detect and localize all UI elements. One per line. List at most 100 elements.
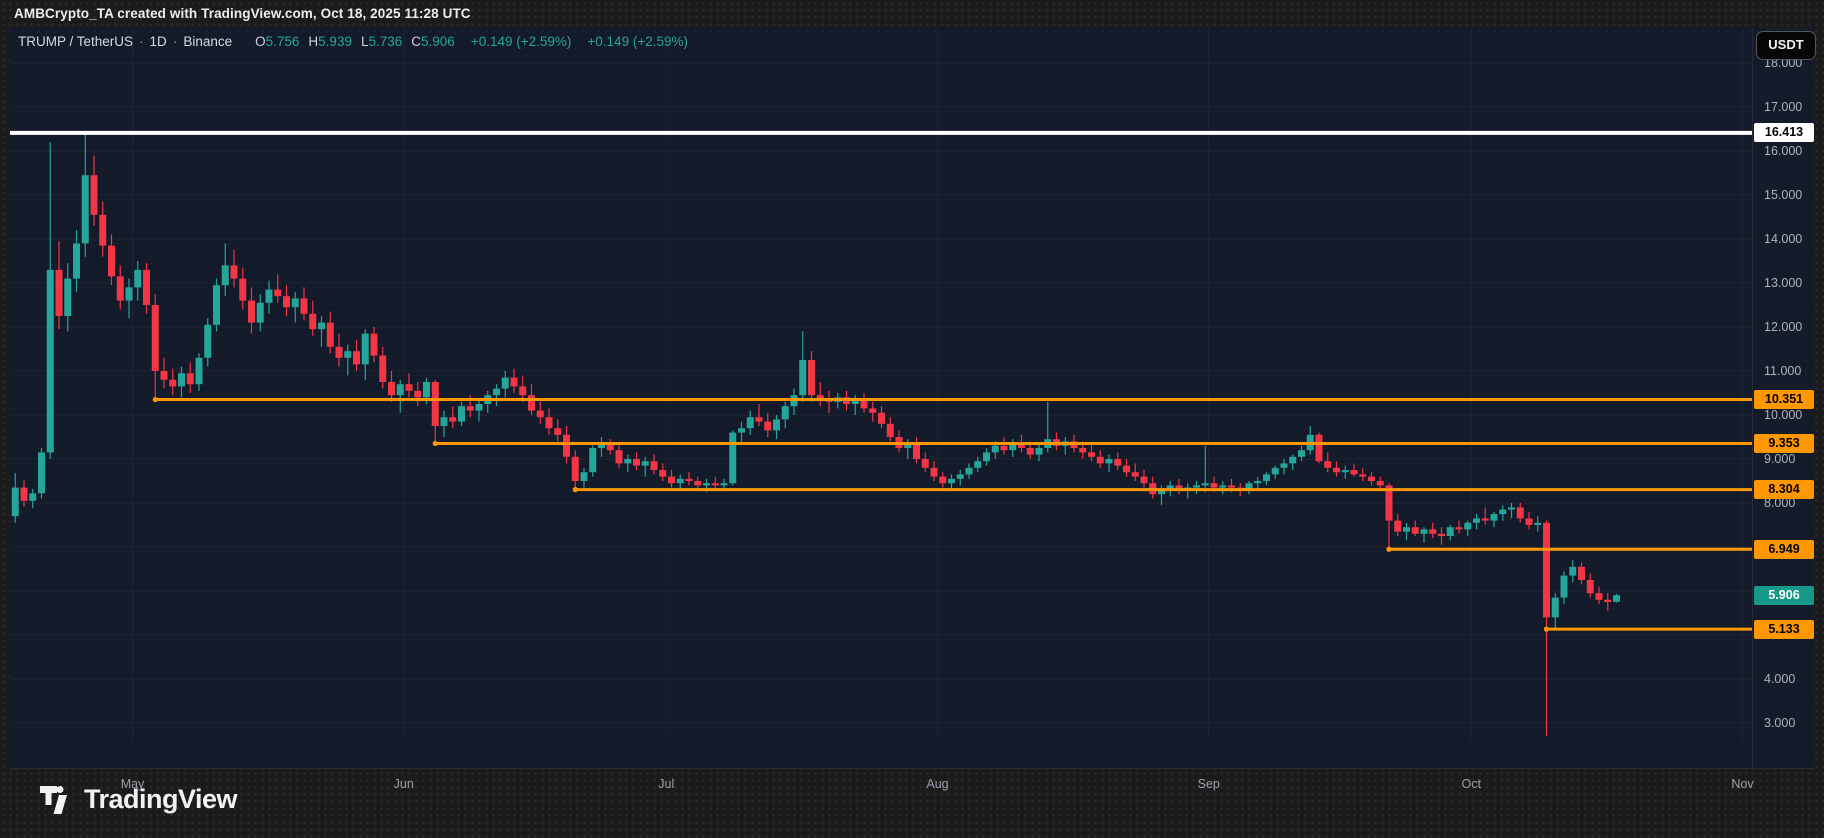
candle-body (886, 423, 894, 437)
candle-body (1613, 595, 1620, 602)
candle-body (939, 476, 947, 484)
time-axis[interactable] (10, 768, 1814, 797)
currency-toggle-button[interactable]: USDT (1756, 31, 1816, 60)
candle-body (711, 483, 719, 486)
candle-body (230, 265, 238, 279)
candle-body (1254, 481, 1262, 484)
price-axis-tick: 4.000 (1764, 672, 1796, 686)
candle-body (1525, 518, 1533, 525)
candle-body (1096, 456, 1104, 464)
candle-body (46, 269, 54, 453)
candle-body (318, 322, 325, 330)
candle-body (1123, 465, 1130, 473)
orange-line-price-label: 5.133 (1754, 619, 1814, 639)
candle-body (1359, 474, 1367, 477)
candle-body (1166, 485, 1174, 490)
orange-line-price-label: 9.353 (1754, 433, 1814, 453)
price-axis-tick: 12.000 (1764, 320, 1803, 334)
candle-body (563, 434, 570, 457)
candle-body (1385, 485, 1393, 521)
candle-body (965, 467, 973, 475)
price-axis-tick: 16.000 (1764, 144, 1803, 158)
line-anchor-dot (432, 440, 438, 447)
candle-body (1324, 461, 1332, 468)
line-anchor-dot (572, 487, 578, 493)
legend-separator: · (139, 34, 144, 49)
candle-body (1438, 533, 1445, 536)
symbol-interval[interactable]: 1D (149, 34, 167, 49)
candle-body (1560, 575, 1568, 598)
chart-panel[interactable]: TRUMP / TetherUS · 1D · Binance O5.756 H5.939 L… (10, 28, 1816, 791)
candle-body (720, 483, 728, 486)
price-axis-tick: 3.000 (1764, 716, 1796, 730)
candle-body (1403, 527, 1410, 532)
candle-body (1140, 476, 1148, 484)
candle-body (204, 324, 212, 358)
candle-body (1263, 474, 1270, 481)
candle-body (1333, 467, 1340, 473)
orange-line-price-label: 10.351 (1754, 390, 1814, 410)
candle-body (554, 428, 562, 435)
candle-body (1376, 481, 1384, 486)
candle-body (291, 298, 299, 308)
candle-body (956, 474, 964, 479)
candle-body (1446, 527, 1454, 536)
attribution-bar: AMBCrypto_TA created with TradingView.co… (0, 0, 1824, 28)
candle-body (913, 443, 920, 459)
tradingview-logo-text: TradingView (84, 784, 238, 814)
candle-body (265, 289, 273, 303)
candle-body (493, 388, 500, 396)
price-axis-tick: 15.000 (1764, 188, 1803, 202)
attribution-text: AMBCrypto_TA created with TradingView.co… (14, 6, 471, 21)
candle-body (388, 382, 395, 396)
candle-body (1035, 448, 1043, 455)
white-line-price-label: 16.413 (1754, 123, 1814, 143)
price-axis-tick: 11.000 (1764, 364, 1802, 378)
candle-body (99, 214, 107, 246)
candle-body (283, 296, 290, 308)
candle-body (1551, 597, 1559, 618)
price-axis[interactable] (1752, 28, 1815, 768)
price-axis-tick: 9.000 (1764, 452, 1796, 466)
candle-body (1026, 448, 1034, 455)
high-value: 5.939 (318, 34, 352, 49)
candle-body (344, 351, 352, 358)
candle-body (1280, 463, 1288, 468)
candle-body (501, 377, 509, 389)
symbol-title[interactable]: TRUMP / TetherUS (18, 34, 134, 49)
candle-body (615, 450, 623, 464)
candle-body (1201, 483, 1209, 486)
candle-body (143, 269, 150, 305)
candle-body (20, 487, 28, 501)
candle-body (1193, 485, 1200, 488)
candle-body (73, 243, 80, 279)
close-label: C (411, 34, 422, 49)
candle-body (213, 285, 220, 325)
candle-body (1271, 467, 1279, 475)
tradingview-logo[interactable]: TradingView (40, 784, 238, 815)
candle-body (878, 412, 885, 424)
candle-body (90, 175, 98, 215)
price-axis-tick: 14.000 (1764, 232, 1803, 246)
candle-body (81, 175, 89, 244)
price-chart[interactable] (10, 28, 1814, 768)
candle-body (755, 417, 763, 422)
candle-body (641, 461, 649, 466)
candle-body (606, 443, 614, 451)
time-axis-month-label: Sep (1197, 777, 1220, 791)
candle-body (160, 371, 168, 380)
candle-body (1569, 566, 1577, 576)
candle-body (1114, 459, 1122, 466)
line-anchor-dot (1543, 626, 1550, 632)
candle-body (431, 382, 439, 426)
candle-body (38, 452, 45, 494)
candle-body (361, 333, 369, 365)
candles-layer[interactable] (10, 132, 1620, 737)
candle-body (816, 395, 824, 400)
candle-body (379, 355, 387, 382)
low-value: 5.736 (368, 34, 403, 49)
candle-body (860, 399, 868, 409)
candle-body (64, 278, 72, 316)
candle-body (221, 265, 229, 286)
candle-body (1158, 489, 1165, 495)
